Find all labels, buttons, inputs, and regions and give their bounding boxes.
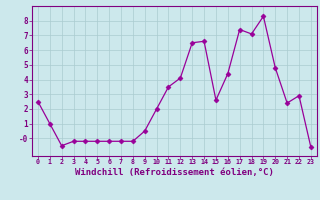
X-axis label: Windchill (Refroidissement éolien,°C): Windchill (Refroidissement éolien,°C) <box>75 168 274 177</box>
